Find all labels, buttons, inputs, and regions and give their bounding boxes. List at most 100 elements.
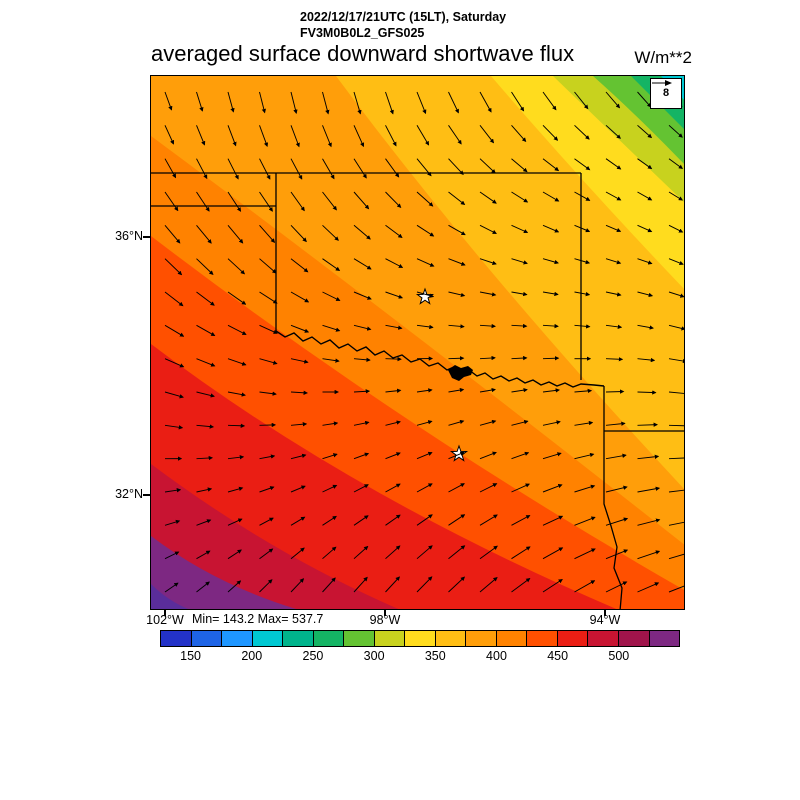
wind-arrow-icon: [259, 391, 277, 396]
colorbar-segment: [404, 631, 435, 646]
wind-arrow-icon: [479, 577, 498, 593]
wind-arrow-icon: [322, 421, 339, 426]
wind-arrow-icon: [416, 514, 433, 526]
wind-arrow-icon: [479, 451, 497, 460]
wind-arrow-icon: [385, 291, 404, 299]
wind-arrow-icon: [448, 191, 466, 206]
wind-arrow-icon: [259, 454, 276, 460]
wind-arrow-icon: [448, 483, 465, 493]
wind-arrow-icon: [479, 545, 498, 560]
wind-arrow-icon: [479, 387, 496, 393]
minmax-annotation: Min= 143.2 Max= 537.7: [192, 612, 324, 626]
wind-arrow-icon: [668, 457, 684, 460]
wind-arrow-icon: [227, 324, 247, 335]
wind-arrow-icon: [416, 91, 427, 115]
wind-arrow-icon: [353, 291, 372, 300]
wind-arrow-icon: [385, 125, 397, 147]
flux-field: [151, 76, 684, 609]
wind-arrow-icon: [164, 551, 180, 560]
wind-arrow-icon: [542, 258, 559, 265]
wind-arrow-icon: [479, 514, 498, 526]
wind-arrow-icon: [322, 191, 337, 211]
wind-arrow-icon: [290, 258, 309, 273]
wind-arrow-icon: [637, 357, 656, 363]
wind-arrow-icon: [448, 514, 466, 526]
wind-arrow-icon: [479, 291, 497, 297]
wind-arrow-icon: [290, 324, 310, 333]
wind-arrow-icon: [511, 387, 528, 393]
wind-arrow-icon: [605, 124, 621, 139]
wind-arrow-icon: [290, 91, 298, 114]
wind-arrow-icon: [448, 576, 466, 593]
wind-arrow-icon: [385, 545, 401, 560]
wind-arrow-icon: [196, 258, 214, 276]
wind-arrow-icon: [259, 125, 269, 148]
wind-arrow-icon: [227, 518, 243, 526]
wind-arrow-icon: [668, 489, 684, 493]
colorbar-segment: [617, 631, 649, 646]
colorbar-segment: [343, 631, 374, 646]
wind-arrow-icon: [416, 224, 435, 237]
lon-label-94w: 94°W: [589, 613, 621, 627]
wind-arrow-icon: [542, 388, 560, 393]
wind-arrow-icon: [479, 419, 497, 426]
wind-arrow-icon: [259, 258, 277, 274]
wind-arrow-icon: [637, 91, 652, 108]
wind-arrow-icon: [385, 452, 401, 460]
wind-arrow-icon: [605, 291, 622, 297]
wind-arrow-icon: [196, 224, 212, 244]
wind-arrow-icon: [605, 324, 623, 330]
wind-arrow-icon: [196, 424, 215, 429]
wind-arrow-icon: [259, 517, 274, 526]
colorbar-tick-label: 450: [547, 649, 569, 663]
model-title: FV3M0B0L2_GFS025: [300, 26, 425, 40]
wind-arrow-icon: [416, 191, 434, 207]
wind-arrow-icon: [196, 487, 213, 493]
wind-arrow-icon: [322, 324, 341, 332]
wind-arrow-icon: [290, 358, 309, 364]
wind-arrow-icon: [637, 258, 653, 265]
wind-arrow-icon: [448, 545, 466, 560]
wind-arrow-icon: [479, 91, 492, 113]
wind-arrow-icon: [385, 258, 404, 268]
wind-arrow-icon: [259, 191, 273, 212]
wind-arrow-icon: [385, 514, 401, 526]
wind-arrow-icon: [479, 483, 498, 493]
wind-arrow-icon: [637, 124, 653, 139]
wind-arrow-icon: [353, 357, 371, 362]
wind-arrow-icon: [574, 91, 589, 110]
wind-arrow-icon: [164, 582, 179, 593]
wind-arrow-icon: [668, 224, 684, 233]
wind-arrow-icon: [353, 125, 365, 148]
wind-arrow-icon: [196, 519, 212, 526]
wind-arrow-icon: [290, 224, 307, 243]
wind-arrow-icon: [259, 224, 276, 243]
wind-arrow-icon: [290, 158, 303, 180]
wind-arrow-icon: [196, 581, 210, 593]
wind-arrow-icon: [290, 453, 307, 460]
wind-arrow-icon: [259, 579, 273, 593]
wind-arrow-icon: [385, 191, 402, 209]
wind-arrow-icon: [605, 549, 629, 560]
wind-arrow-icon: [511, 124, 527, 143]
colorbar-segment: [465, 631, 496, 646]
wind-arrow-icon: [605, 485, 628, 493]
wind-arrow-icon: [290, 390, 308, 395]
wind-arrow-icon: [322, 291, 341, 301]
wind-arrow-icon: [542, 420, 561, 426]
wind-arrow-icon: [353, 515, 369, 526]
wind-arrow-icon: [574, 258, 591, 265]
wind-arrow-icon: [259, 486, 275, 493]
wind-arrow-icon: [511, 258, 528, 265]
wind-arrow-icon: [479, 224, 497, 234]
colorbar-tick-label: 250: [302, 649, 324, 663]
wind-arrow-icon: [385, 324, 403, 330]
wind-arrow-icon: [353, 158, 367, 179]
wind-arrow-icon: [605, 389, 625, 394]
wind-arrow-icon: [259, 358, 278, 365]
wind-arrow-icon: [668, 553, 684, 560]
wind-arrow-icon: [196, 455, 214, 461]
wind-arrow-icon: [290, 191, 305, 212]
colorbar-segment: [282, 631, 313, 646]
wind-arrow-icon: [574, 516, 596, 526]
